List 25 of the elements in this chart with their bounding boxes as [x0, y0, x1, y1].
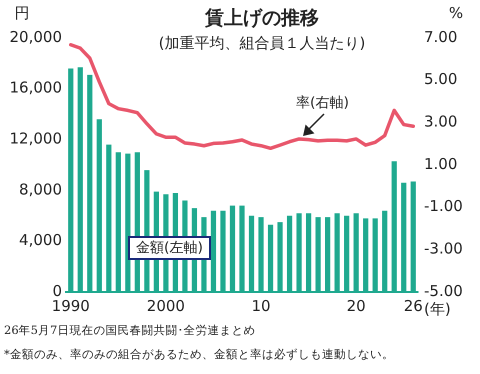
- text: 26年5月7日現在の国民春闘共闘･全労連まとめ: [4, 323, 256, 338]
- y-axis-title: 円: [14, 4, 30, 22]
- annotation: 金額(左軸): [128, 236, 211, 260]
- y2-tick-label: 1.00: [424, 154, 458, 173]
- x-tick-label: 2000: [146, 296, 185, 315]
- text: *金額のみ、率のみの組合があるため、金額と率は必ずしも連動しない。: [4, 347, 394, 362]
- x-tick-label: 10: [251, 296, 271, 315]
- y2-axis-title: %: [448, 4, 464, 22]
- x-tick-label: 26: [404, 296, 423, 315]
- x-tick-label: 20: [346, 296, 366, 315]
- y2-tick-label: -1.00: [424, 197, 463, 216]
- y2-tick-label: 5.00: [424, 70, 458, 88]
- chart-title: 賃上げの推移: [204, 7, 319, 29]
- y-tick-label: 12,000: [10, 129, 62, 148]
- x-axis-title: (年): [424, 300, 451, 318]
- y2-tick-label: 3.00: [424, 112, 458, 131]
- annotation: 率(右軸): [296, 94, 349, 112]
- y-tick-label: 8,000: [19, 180, 62, 198]
- y-tick-label: 20,000: [10, 28, 62, 46]
- y2-tick-label: -3.00: [424, 240, 463, 258]
- y-tick-label: 16,000: [10, 78, 62, 97]
- y2-tick-label: 7.00: [424, 28, 458, 46]
- y-tick-label: 4,000: [19, 231, 62, 250]
- chart-subtitle: (加重平均、組合員１人当たり): [158, 34, 366, 52]
- y2-tick-label: -5.00: [424, 282, 463, 300]
